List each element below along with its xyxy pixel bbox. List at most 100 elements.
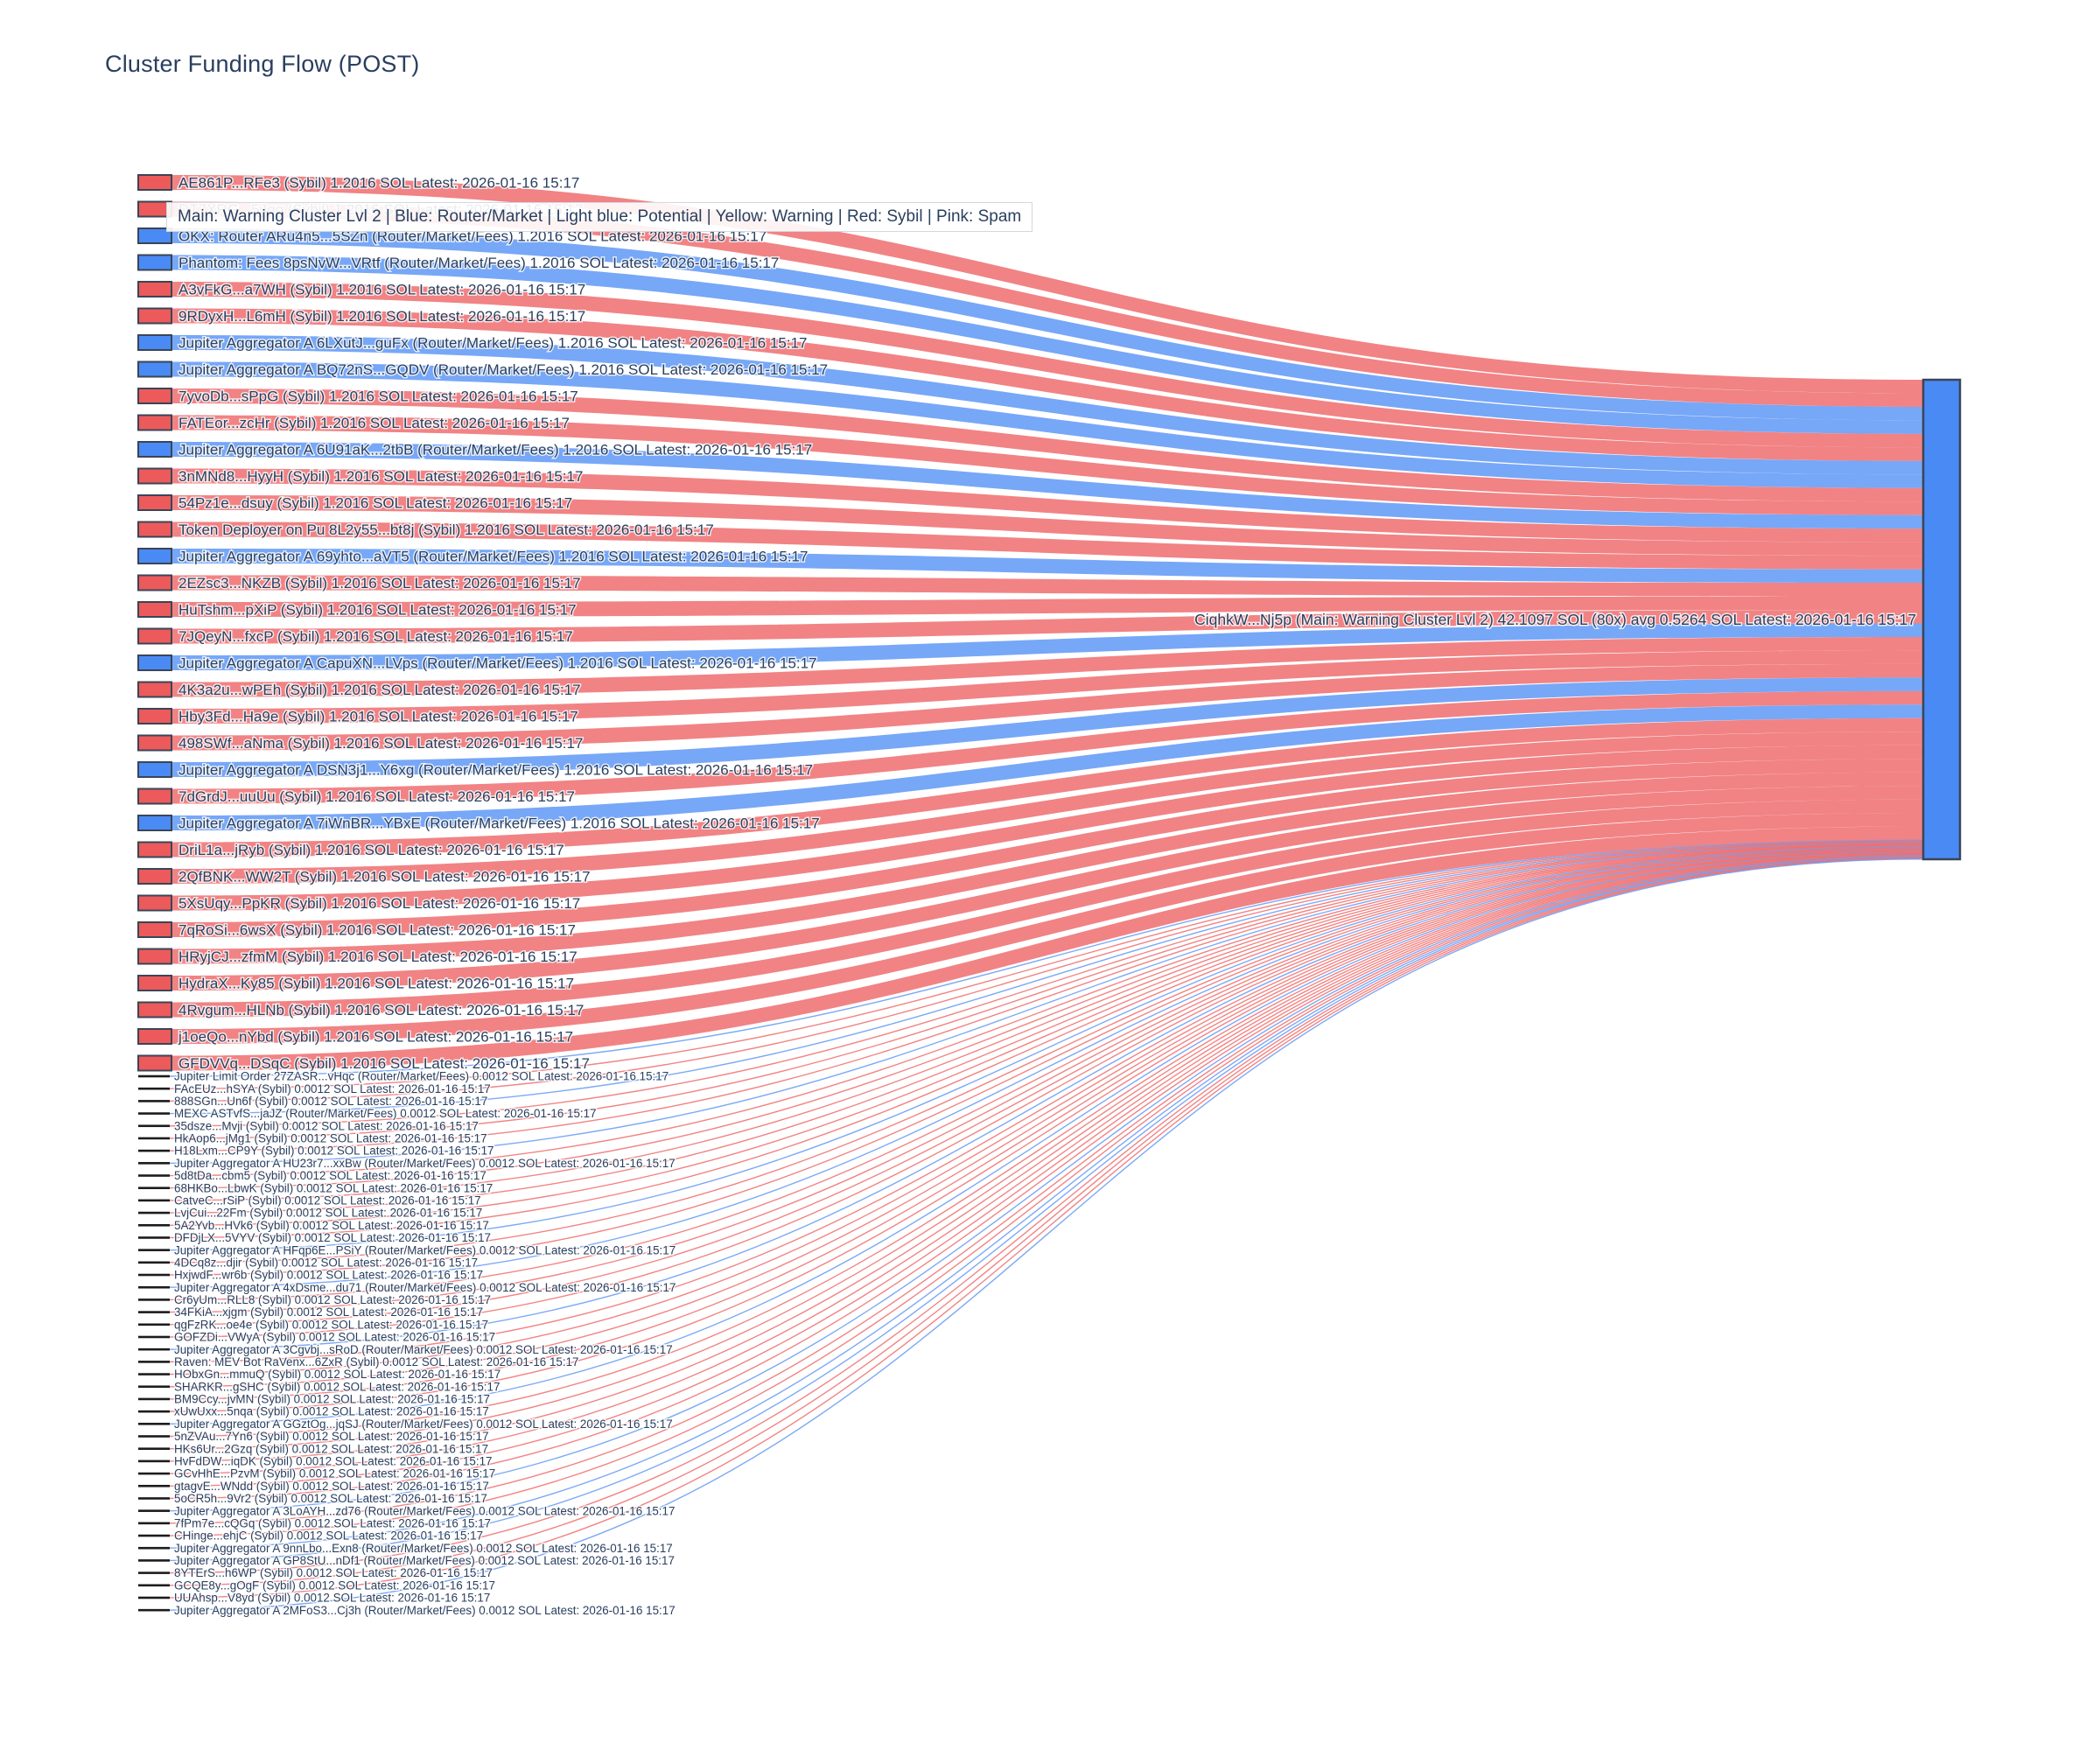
- source-node[interactable]: [137, 521, 172, 538]
- flow-link[interactable]: [172, 636, 1923, 697]
- flow-link[interactable]: [172, 522, 1923, 570]
- flow-link[interactable]: [167, 857, 1924, 1574]
- flow-link[interactable]: [167, 843, 1924, 1165]
- flow-link[interactable]: [172, 732, 1923, 884]
- source-nodes[interactable]: [137, 174, 1962, 1612]
- source-node[interactable]: [138, 1497, 170, 1500]
- source-node[interactable]: [138, 1236, 170, 1239]
- flow-links-minor[interactable]: [167, 839, 1924, 1611]
- flow-link[interactable]: [167, 857, 1924, 1562]
- source-node[interactable]: [138, 1087, 170, 1090]
- source-node[interactable]: [137, 788, 172, 805]
- flow-link[interactable]: [172, 650, 1923, 724]
- source-node[interactable]: [138, 1186, 170, 1190]
- source-node[interactable]: [137, 681, 172, 698]
- flow-link[interactable]: [167, 842, 1924, 1152]
- flow-link[interactable]: [172, 415, 1923, 515]
- flow-link[interactable]: [167, 850, 1924, 1363]
- flow-link[interactable]: [172, 335, 1923, 475]
- flow-link[interactable]: [167, 846, 1924, 1264]
- flow-link[interactable]: [172, 442, 1923, 529]
- source-node[interactable]: [138, 1211, 170, 1214]
- flow-link[interactable]: [172, 255, 1923, 434]
- source-node[interactable]: [138, 1348, 170, 1351]
- flow-link[interactable]: [172, 813, 1923, 1044]
- flow-link[interactable]: [172, 718, 1923, 858]
- flow-link[interactable]: [172, 677, 1923, 777]
- flow-link[interactable]: [167, 848, 1924, 1313]
- source-node[interactable]: [138, 1074, 170, 1078]
- flow-link[interactable]: [167, 844, 1924, 1214]
- flow-link[interactable]: [167, 850, 1924, 1400]
- flow-link[interactable]: [167, 844, 1924, 1189]
- source-node[interactable]: [138, 1572, 170, 1574]
- source-node[interactable]: [137, 975, 172, 991]
- source-node[interactable]: [137, 307, 172, 325]
- source-node[interactable]: [137, 1028, 172, 1045]
- source-node[interactable]: [138, 1112, 170, 1115]
- source-node[interactable]: [138, 1335, 170, 1339]
- flow-link[interactable]: [172, 575, 1923, 597]
- source-node[interactable]: [137, 894, 172, 912]
- source-node[interactable]: [137, 174, 172, 191]
- flow-link[interactable]: [167, 856, 1924, 1536]
- flow-link[interactable]: [167, 851, 1924, 1425]
- flow-link[interactable]: [167, 839, 1924, 1077]
- source-node[interactable]: [137, 548, 172, 564]
- source-node[interactable]: [137, 360, 172, 378]
- flow-link[interactable]: [172, 663, 1923, 751]
- source-node[interactable]: [137, 467, 172, 485]
- source-node[interactable]: [137, 441, 172, 458]
- source-node[interactable]: [137, 627, 172, 645]
- flow-link[interactable]: [167, 854, 1924, 1487]
- source-node[interactable]: [138, 1584, 170, 1587]
- flow-link[interactable]: [167, 858, 1924, 1599]
- source-node[interactable]: [138, 1373, 170, 1376]
- flow-link[interactable]: [172, 610, 1923, 644]
- source-node[interactable]: [137, 734, 172, 752]
- flow-link[interactable]: [167, 849, 1924, 1338]
- source-node[interactable]: [138, 1285, 170, 1289]
- flow-link[interactable]: [167, 840, 1924, 1089]
- flow-link[interactable]: [167, 850, 1924, 1376]
- flow-link[interactable]: [167, 841, 1924, 1115]
- flow-link[interactable]: [167, 842, 1924, 1139]
- source-node[interactable]: [138, 1522, 170, 1525]
- flow-link[interactable]: [167, 849, 1924, 1350]
- flow-link[interactable]: [172, 308, 1923, 461]
- source-node[interactable]: [138, 1249, 170, 1251]
- flow-link[interactable]: [167, 848, 1924, 1326]
- source-node[interactable]: [137, 281, 172, 298]
- flow-link[interactable]: [172, 772, 1923, 964]
- source-node[interactable]: [137, 574, 172, 592]
- flow-link[interactable]: [172, 745, 1923, 911]
- flow-link[interactable]: [172, 549, 1923, 584]
- source-node[interactable]: [137, 1054, 172, 1072]
- flow-link[interactable]: [172, 201, 1923, 407]
- source-node[interactable]: [137, 414, 172, 431]
- source-node[interactable]: [138, 1596, 170, 1600]
- flow-link[interactable]: [167, 843, 1924, 1177]
- flow-link[interactable]: [172, 495, 1923, 556]
- flow-link[interactable]: [167, 851, 1924, 1412]
- source-node[interactable]: [138, 1223, 170, 1227]
- flow-link[interactable]: [172, 690, 1923, 804]
- source-node[interactable]: [138, 1100, 170, 1102]
- flow-link[interactable]: [172, 388, 1923, 502]
- source-node[interactable]: [138, 1397, 170, 1401]
- flow-link[interactable]: [167, 852, 1924, 1450]
- flow-link[interactable]: [167, 858, 1924, 1586]
- source-node[interactable]: [137, 708, 172, 724]
- source-node[interactable]: [138, 1460, 170, 1463]
- flow-link[interactable]: [172, 175, 1923, 394]
- source-node[interactable]: [138, 1361, 170, 1363]
- target-node[interactable]: [1922, 378, 1962, 861]
- source-node[interactable]: [138, 1273, 170, 1277]
- flow-link[interactable]: [167, 845, 1924, 1251]
- source-node[interactable]: [138, 1124, 170, 1128]
- source-node[interactable]: [138, 1534, 170, 1537]
- flow-link[interactable]: [167, 854, 1924, 1500]
- source-node[interactable]: [138, 1137, 170, 1140]
- flow-link[interactable]: [167, 847, 1924, 1301]
- source-node[interactable]: [138, 1385, 170, 1389]
